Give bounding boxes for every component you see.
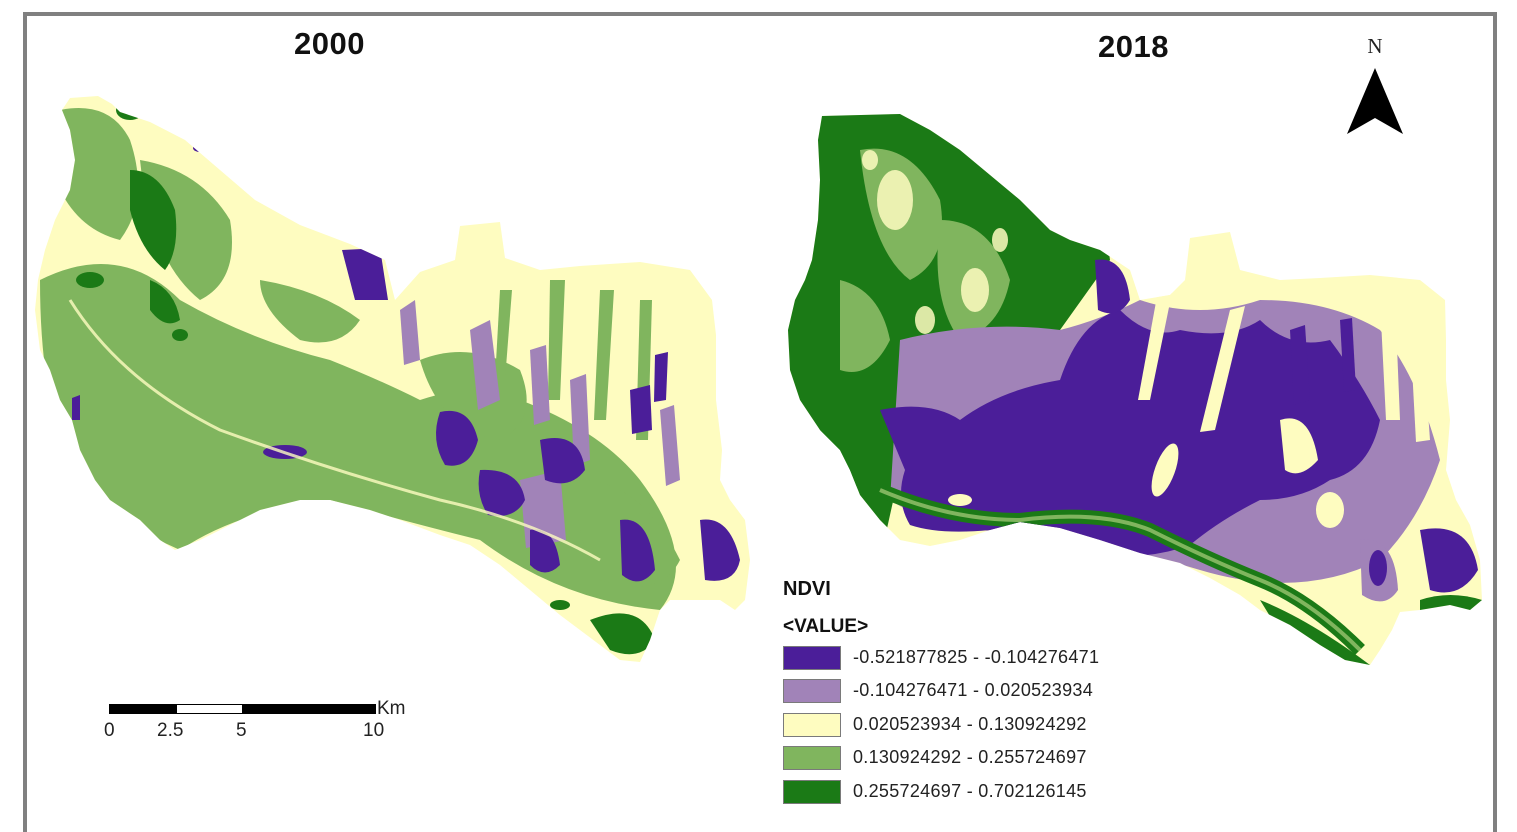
scale-tick: 10 <box>363 720 385 741</box>
north-arrow: N <box>1340 34 1410 144</box>
legend-item: 0.255724697 - 0.702126145 <box>783 780 1163 806</box>
legend-label: -0.521877825 - -0.104276471 <box>853 647 1100 667</box>
scale-tick: 5 <box>236 720 247 741</box>
legend-item: -0.521877825 - -0.104276471 <box>783 646 1163 672</box>
legend-label: -0.104276471 - 0.020523934 <box>853 680 1094 700</box>
north-arrow-icon <box>1347 68 1403 134</box>
map-2000-raster <box>35 96 750 662</box>
scale-tick: 0 <box>104 720 115 741</box>
legend-label: 0.130924292 - 0.255724697 <box>853 747 1087 767</box>
legend-swatch <box>783 713 841 737</box>
legend-label: 0.255724697 - 0.702126145 <box>853 781 1087 801</box>
legend-label: 0.020523934 - 0.130924292 <box>853 714 1087 734</box>
scale-bar-segment <box>243 704 376 714</box>
map-2018-raster <box>788 114 1482 665</box>
legend-swatch <box>783 780 841 804</box>
scale-bar-segment <box>109 704 176 714</box>
legend-swatch <box>783 746 841 770</box>
scale-bar: Km 0 2.5 5 10 <box>104 698 439 764</box>
legend-field-name: <VALUE> <box>783 616 869 637</box>
scale-bar-unit: Km <box>377 698 406 719</box>
map-title-2018: 2018 <box>1098 29 1169 64</box>
legend-title: NDVI <box>783 578 831 600</box>
scale-bar-segment <box>176 704 243 714</box>
map-title-2000: 2000 <box>294 26 365 61</box>
legend-swatch <box>783 679 841 703</box>
scale-tick: 2.5 <box>157 720 184 741</box>
legend-swatch <box>783 646 841 670</box>
legend-item: -0.104276471 - 0.020523934 <box>783 679 1163 705</box>
legend-item: 0.020523934 - 0.130924292 <box>783 713 1163 739</box>
legend-item: 0.130924292 - 0.255724697 <box>783 746 1163 772</box>
north-label: N <box>1367 34 1383 58</box>
ndvi-map-2000 <box>35 96 1482 665</box>
